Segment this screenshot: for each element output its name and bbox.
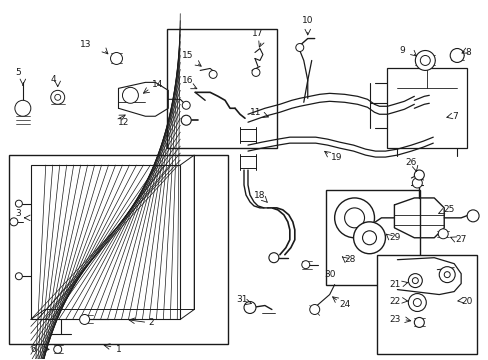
Circle shape <box>268 253 278 263</box>
Circle shape <box>54 345 61 353</box>
Text: 8: 8 <box>464 48 470 57</box>
Circle shape <box>10 218 18 226</box>
Circle shape <box>466 210 478 222</box>
Text: 21: 21 <box>388 280 400 289</box>
Circle shape <box>407 293 426 311</box>
Text: 22: 22 <box>388 297 400 306</box>
Circle shape <box>15 100 31 116</box>
Circle shape <box>80 315 89 324</box>
Text: 17: 17 <box>251 29 263 38</box>
Circle shape <box>407 274 422 288</box>
Text: 27: 27 <box>454 235 466 244</box>
Circle shape <box>15 273 22 280</box>
Circle shape <box>51 90 64 104</box>
Text: 25: 25 <box>442 206 454 215</box>
Text: 30: 30 <box>324 270 336 279</box>
Text: 24: 24 <box>339 300 350 309</box>
Circle shape <box>411 278 417 284</box>
Circle shape <box>362 231 376 245</box>
Bar <box>386 68 466 148</box>
Circle shape <box>181 115 191 125</box>
Circle shape <box>420 55 429 66</box>
Bar <box>31 165 180 319</box>
Bar <box>325 190 420 285</box>
Circle shape <box>309 305 319 315</box>
Circle shape <box>411 178 422 188</box>
Text: 15: 15 <box>182 51 193 60</box>
Text: 2: 2 <box>148 318 154 327</box>
Text: 7: 7 <box>451 112 457 121</box>
Text: 23: 23 <box>388 315 400 324</box>
Circle shape <box>251 68 260 76</box>
Circle shape <box>437 229 447 239</box>
Circle shape <box>55 94 61 100</box>
Text: 3: 3 <box>15 210 20 219</box>
Circle shape <box>412 298 421 306</box>
Circle shape <box>301 261 309 269</box>
Text: 19: 19 <box>330 153 342 162</box>
Text: 20: 20 <box>460 297 471 306</box>
Circle shape <box>413 170 424 180</box>
Circle shape <box>244 302 255 314</box>
Text: 4: 4 <box>51 75 56 84</box>
Circle shape <box>110 53 122 64</box>
Text: 31: 31 <box>236 295 247 304</box>
Bar <box>167 28 276 148</box>
Text: 10: 10 <box>301 16 313 25</box>
Circle shape <box>449 49 463 62</box>
Text: 13: 13 <box>80 40 91 49</box>
Text: 26: 26 <box>405 158 416 167</box>
Bar <box>377 255 476 354</box>
Text: 12: 12 <box>117 118 129 127</box>
Circle shape <box>443 272 449 278</box>
Circle shape <box>209 71 217 78</box>
Circle shape <box>438 267 454 283</box>
Text: 16: 16 <box>182 76 193 85</box>
Circle shape <box>414 50 434 71</box>
Text: 6: 6 <box>31 345 37 354</box>
Circle shape <box>334 198 374 238</box>
Text: 28: 28 <box>344 255 355 264</box>
Text: 29: 29 <box>388 233 400 242</box>
Text: 5: 5 <box>15 68 20 77</box>
Text: 11: 11 <box>249 108 261 117</box>
Circle shape <box>122 87 138 103</box>
Circle shape <box>295 44 303 51</box>
Text: 9: 9 <box>399 46 405 55</box>
Circle shape <box>353 222 385 254</box>
Circle shape <box>344 208 364 228</box>
Circle shape <box>413 318 424 328</box>
Bar <box>9 155 227 345</box>
Circle shape <box>182 101 190 109</box>
Circle shape <box>15 200 22 207</box>
Text: 1: 1 <box>115 345 121 354</box>
Text: 18: 18 <box>253 192 265 201</box>
Text: 14: 14 <box>152 80 163 89</box>
